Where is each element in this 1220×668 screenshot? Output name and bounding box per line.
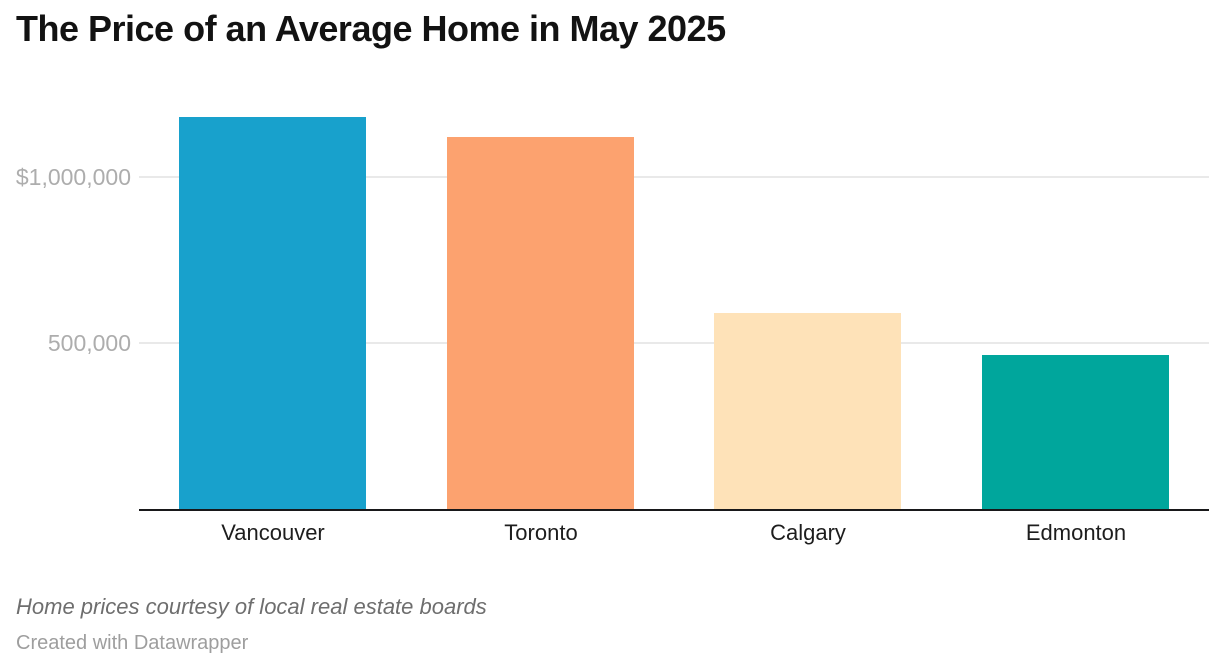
- bar-toronto[interactable]: [447, 137, 634, 509]
- category-label-edmonton: Edmonton: [1025, 520, 1127, 545]
- y-tick-label: 500,000: [47, 330, 131, 356]
- x-axis-baseline: [139, 509, 1209, 511]
- bar-vancouver[interactable]: [179, 117, 366, 509]
- x-axis-category-labels: Vancouver Toronto Calgary Edmonton: [139, 519, 1209, 549]
- category-label-calgary: Calgary: [770, 520, 846, 545]
- bar-calgary[interactable]: [714, 313, 901, 509]
- chart-title: The Price of an Average Home in May 2025: [16, 8, 726, 49]
- datawrapper-credit-link[interactable]: Created with Datawrapper: [16, 632, 249, 654]
- category-label-vancouver: Vancouver: [221, 520, 325, 545]
- category-label-toronto: Toronto: [504, 520, 578, 545]
- bar-edmonton[interactable]: [982, 355, 1169, 509]
- gridline-500000: [139, 342, 1209, 344]
- source-note: Home prices courtesy of local real estat…: [16, 594, 487, 619]
- gridline-1000000: [139, 176, 1209, 178]
- plot-area: [139, 85, 1209, 509]
- y-tick-label: $1,000,000: [15, 164, 131, 190]
